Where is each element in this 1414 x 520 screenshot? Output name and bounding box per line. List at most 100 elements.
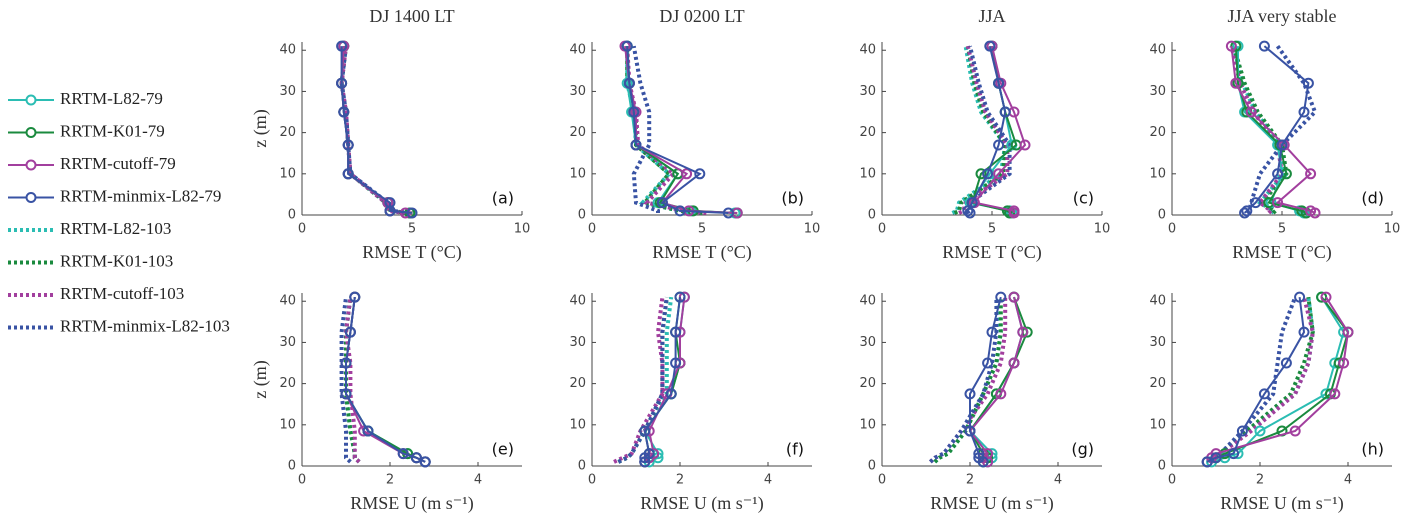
series-line xyxy=(339,45,408,215)
x-tick-label: 0 xyxy=(1168,222,1176,237)
x-tick-label: 0 xyxy=(298,473,306,488)
series-line xyxy=(1206,296,1350,463)
data-point xyxy=(964,207,976,219)
y-tick-label: 0 xyxy=(578,459,586,474)
series-line xyxy=(1211,296,1345,463)
data-point xyxy=(670,357,682,369)
data-point xyxy=(1294,291,1306,303)
y-tick-label: 30 xyxy=(569,335,586,350)
x-axis-label: RMSE U (m s⁻¹) xyxy=(930,493,1053,514)
y-tick-label: 30 xyxy=(1149,84,1166,99)
series-line xyxy=(340,46,410,214)
data-point xyxy=(1008,291,1020,303)
series-line xyxy=(339,45,408,215)
data-point xyxy=(966,197,978,209)
data-point xyxy=(340,357,352,369)
data-point xyxy=(1305,205,1317,217)
data-point xyxy=(1245,106,1257,118)
legend-label: RRTM-cutoff-79 xyxy=(60,154,176,173)
legend-label: RRTM-cutoff-103 xyxy=(60,284,184,303)
data-point xyxy=(1236,425,1248,437)
y-tick-label: 20 xyxy=(569,376,586,391)
data-point xyxy=(344,326,356,338)
y-tick-label: 10 xyxy=(279,166,296,181)
data-point xyxy=(681,168,693,180)
data-point xyxy=(999,106,1011,118)
y-tick-label: 20 xyxy=(569,125,586,140)
y-tick-label: 30 xyxy=(859,335,876,350)
data-point xyxy=(639,456,651,468)
data-point xyxy=(1017,326,1029,338)
data-point xyxy=(1201,456,1213,468)
series-line xyxy=(345,296,426,463)
y-tick-label: 20 xyxy=(279,376,296,391)
panel-title: JJA very stable xyxy=(1228,6,1337,26)
data-point xyxy=(1230,77,1242,89)
data-point xyxy=(993,139,1005,151)
data-point xyxy=(964,388,976,400)
y-tick-label: 20 xyxy=(1149,376,1166,391)
x-tick-label: 2 xyxy=(676,473,684,488)
series-line xyxy=(964,45,1012,215)
series-line xyxy=(1206,296,1350,463)
series-line xyxy=(1245,44,1318,215)
data-point xyxy=(995,388,1007,400)
x-tick-label: 2 xyxy=(1256,473,1264,488)
legend-label: RRTM-L82-79 xyxy=(60,89,163,108)
data-point xyxy=(630,139,642,151)
data-point xyxy=(621,40,633,52)
legend-label: RRTM-K01-103 xyxy=(60,251,173,270)
data-point xyxy=(384,197,396,209)
y-tick-label: 40 xyxy=(859,43,876,58)
data-point xyxy=(397,448,409,460)
data-point xyxy=(1272,197,1284,209)
data-point xyxy=(993,168,1005,180)
series-line xyxy=(631,45,660,213)
series-line xyxy=(617,296,669,464)
data-point xyxy=(665,388,677,400)
data-point xyxy=(982,357,994,369)
series-line xyxy=(626,46,729,214)
data-point xyxy=(1272,168,1284,180)
data-point xyxy=(1342,326,1354,338)
data-point xyxy=(1258,388,1270,400)
data-point xyxy=(419,456,431,468)
data-point xyxy=(349,291,361,303)
x-tick-label: 0 xyxy=(588,222,596,237)
data-point xyxy=(1225,40,1237,52)
x-tick-label: 10 xyxy=(1094,222,1111,237)
y-tick-label: 40 xyxy=(279,294,296,309)
legend-marker xyxy=(25,159,37,171)
data-point xyxy=(1276,139,1288,151)
legend-label: RRTM-minmix-L82-103 xyxy=(60,316,230,335)
series-line xyxy=(343,296,361,464)
y-tick-label: 10 xyxy=(859,166,876,181)
series-line xyxy=(339,45,406,215)
x-axis-label: RMSE T (°C) xyxy=(362,242,462,263)
y-tick-label: 0 xyxy=(1158,208,1166,223)
panel-label: (b) xyxy=(781,189,804,208)
data-point xyxy=(1302,77,1314,89)
y-tick-label: 10 xyxy=(1149,166,1166,181)
y-tick-label: 10 xyxy=(279,417,296,432)
data-point xyxy=(694,168,706,180)
x-tick-label: 2 xyxy=(966,473,974,488)
panel-title: DJ 1400 LT xyxy=(369,6,454,26)
x-tick-label: 5 xyxy=(988,222,996,237)
y-tick-label: 40 xyxy=(569,294,586,309)
panel: 0 10 20 30 40 0 5 10 DJ 1400 LT RMSE T (°C) z (m) (… xyxy=(250,6,530,263)
series-line xyxy=(1210,296,1315,464)
panel-title: JJA xyxy=(978,6,1005,26)
data-point xyxy=(1289,425,1301,437)
x-tick-label: 4 xyxy=(1344,473,1352,488)
data-point xyxy=(1298,106,1310,118)
series-line xyxy=(345,296,426,463)
x-tick-label: 5 xyxy=(1278,222,1286,237)
data-point xyxy=(1250,197,1262,209)
data-point xyxy=(674,291,686,303)
y-tick-label: 20 xyxy=(1149,125,1166,140)
y-tick-label: 0 xyxy=(1158,459,1166,474)
